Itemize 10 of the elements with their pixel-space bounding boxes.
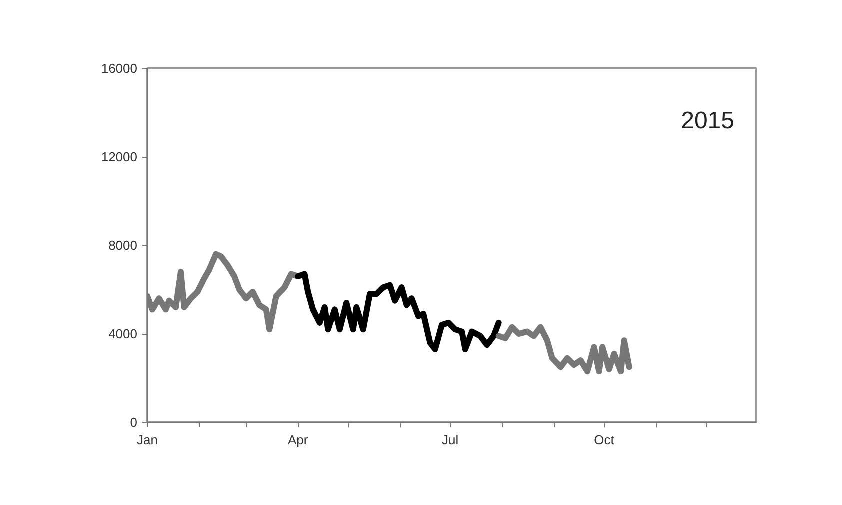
annotation: 2015 — [681, 108, 734, 134]
x-tick-label: Apr — [288, 432, 309, 448]
y-tick-label: 12000 — [101, 150, 138, 164]
y-tick-label: 8000 — [108, 238, 138, 253]
y-tick-label: 4000 — [108, 326, 138, 342]
x-tick-label: Jan — [137, 432, 158, 448]
y-tick-label: 0 — [130, 415, 138, 430]
x-tick-label: Jul — [442, 432, 459, 448]
y-tick-label: 16000 — [101, 61, 138, 76]
x-tick-label: Oct — [594, 432, 615, 448]
